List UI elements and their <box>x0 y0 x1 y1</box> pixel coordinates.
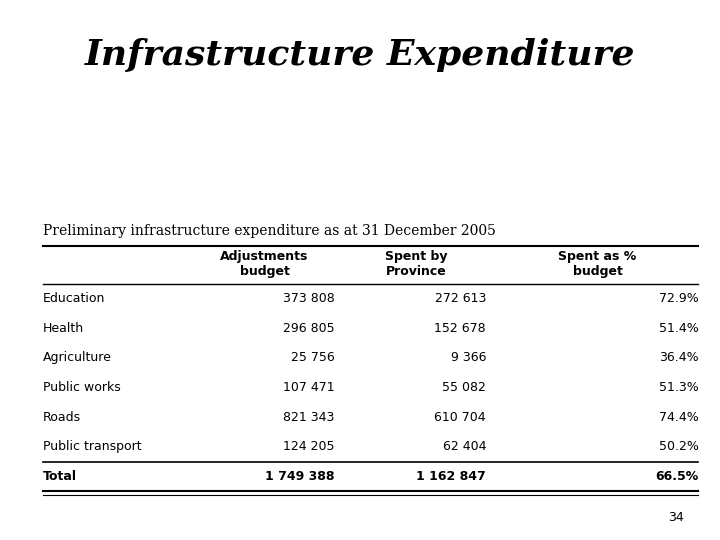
Text: Spent by: Spent by <box>384 250 447 263</box>
Text: 66.5%: 66.5% <box>655 470 698 483</box>
Text: Province: Province <box>385 265 446 278</box>
Text: 51.3%: 51.3% <box>659 381 698 394</box>
Text: Preliminary infrastructure expenditure as at 31 December 2005: Preliminary infrastructure expenditure a… <box>43 224 496 238</box>
Text: 1 162 847: 1 162 847 <box>416 470 486 483</box>
Text: Education: Education <box>43 292 106 305</box>
Text: 1 749 388: 1 749 388 <box>265 470 335 483</box>
Text: Public transport: Public transport <box>43 440 142 454</box>
Text: 296 805: 296 805 <box>283 321 335 335</box>
Text: 55 082: 55 082 <box>442 381 486 394</box>
Text: Public works: Public works <box>43 381 121 394</box>
Text: budget: budget <box>240 265 289 278</box>
Text: Adjustments: Adjustments <box>220 250 309 263</box>
Text: budget: budget <box>572 265 623 278</box>
Text: Health: Health <box>43 321 84 335</box>
Text: 72.9%: 72.9% <box>659 292 698 305</box>
Text: 25 756: 25 756 <box>291 351 335 364</box>
Text: 9 366: 9 366 <box>451 351 486 364</box>
Text: 272 613: 272 613 <box>435 292 486 305</box>
Text: 610 704: 610 704 <box>434 410 486 424</box>
Text: Infrastructure Expenditure: Infrastructure Expenditure <box>85 38 635 72</box>
Text: 36.4%: 36.4% <box>659 351 698 364</box>
Text: 34: 34 <box>668 511 684 524</box>
Text: Total: Total <box>43 470 77 483</box>
Text: 152 678: 152 678 <box>434 321 486 335</box>
Text: 50.2%: 50.2% <box>659 440 698 454</box>
Text: Roads: Roads <box>43 410 81 424</box>
Text: 107 471: 107 471 <box>283 381 335 394</box>
Text: Spent as %: Spent as % <box>559 250 636 263</box>
Text: Agriculture: Agriculture <box>43 351 112 364</box>
Text: 373 808: 373 808 <box>283 292 335 305</box>
Text: 74.4%: 74.4% <box>659 410 698 424</box>
Text: 821 343: 821 343 <box>284 410 335 424</box>
Text: 124 205: 124 205 <box>283 440 335 454</box>
Text: 62 404: 62 404 <box>443 440 486 454</box>
Text: 51.4%: 51.4% <box>659 321 698 335</box>
